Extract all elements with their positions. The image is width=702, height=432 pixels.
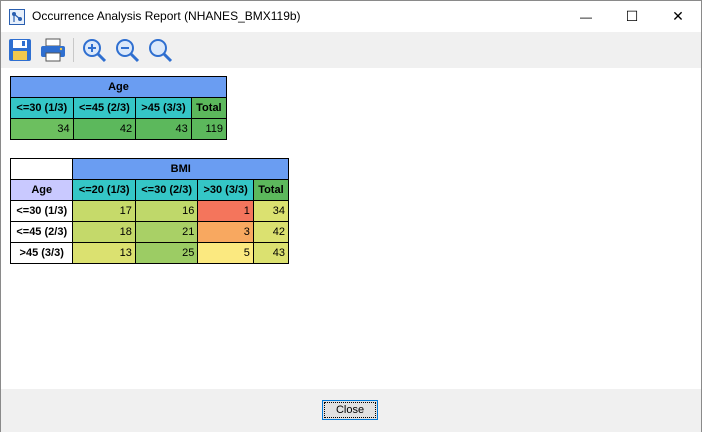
row-label: >45 (3/3) [9, 242, 74, 264]
report-content: Age <=30 (1/3) <=45 (2/3) >45 (3/3) Tota… [1, 68, 701, 389]
bmi-value-cell: 5 [197, 242, 254, 264]
zoom-out-button[interactable] [112, 35, 142, 65]
print-button[interactable] [38, 35, 68, 65]
table-row: <=30 (1/3) 17 16 1 34 [9, 200, 290, 222]
zoom-out-icon [116, 39, 140, 63]
save-button[interactable] [5, 35, 35, 65]
close-button[interactable]: Close [322, 400, 378, 420]
close-icon: ✕ [672, 8, 684, 24]
age-value-cell: 43 [135, 118, 192, 140]
bmi-total-cell: 42 [252, 221, 290, 243]
zoom-reset-icon [149, 39, 173, 63]
bmi-value-cell: 21 [134, 221, 199, 243]
bmi-total-header: Total [252, 179, 290, 201]
row-header-label: Age [9, 179, 74, 201]
age-header-cell: <=30 (1/3) [10, 97, 74, 119]
title-bar: Occurrence Analysis Report (NHANES_BMX11… [1, 1, 701, 32]
age-value-cell: 34 [10, 118, 74, 140]
age-header-cell: >45 (3/3) [135, 97, 192, 119]
bmi-value-cell: 3 [197, 221, 254, 243]
age-total-header: Total [190, 97, 228, 119]
zoom-in-button[interactable] [79, 35, 109, 65]
window-title: Occurrence Analysis Report (NHANES_BMX11… [32, 9, 301, 23]
maximize-icon: ☐ [625, 8, 639, 24]
bmi-header-cell: <=30 (2/3) [134, 179, 199, 201]
age-value-cell: 42 [72, 118, 137, 140]
table-row: <=45 (2/3) 18 21 3 42 [9, 221, 290, 243]
bmi-header-cell: <=20 (1/3) [72, 179, 136, 201]
bmi-value-cell: 13 [72, 242, 136, 264]
bmi-value-cell: 17 [72, 200, 136, 222]
bmi-header-cell: >30 (3/3) [197, 179, 254, 201]
bmi-table-title: BMI [72, 158, 289, 180]
age-header-cell: <=45 (2/3) [72, 97, 137, 119]
row-label: <=45 (2/3) [9, 221, 74, 243]
bmi-value-cell: 1 [197, 200, 254, 222]
age-total-cell: 119 [190, 118, 228, 140]
bmi-table: BMI Age <=20 (1/3) <=30 (2/3) >30 (3/3) … [9, 158, 290, 264]
toolbar [1, 32, 701, 68]
table-row: >45 (3/3) 13 25 5 43 [9, 242, 290, 264]
bmi-value-cell: 18 [72, 221, 136, 243]
age-table-title: Age [10, 76, 227, 98]
age-values-row: 34 42 43 119 [10, 118, 228, 140]
print-icon [41, 38, 65, 62]
maximize-button[interactable]: ☐ [609, 1, 655, 32]
zoom-reset-button[interactable] [145, 35, 175, 65]
footer-bar: Close [1, 389, 701, 432]
bmi-total-cell: 43 [252, 242, 290, 264]
bmi-value-cell: 16 [134, 200, 199, 222]
minimize-icon: — [580, 9, 592, 24]
row-label: <=30 (1/3) [9, 200, 74, 222]
toolbar-separator [73, 38, 74, 62]
zoom-in-icon [83, 39, 107, 63]
age-table: Age <=30 (1/3) <=45 (2/3) >45 (3/3) Tota… [10, 76, 228, 140]
app-icon [9, 9, 25, 25]
close-window-button[interactable]: ✕ [655, 1, 701, 32]
bmi-value-cell: 25 [134, 242, 199, 264]
minimize-button[interactable]: — [563, 1, 609, 32]
save-icon [9, 39, 31, 61]
bmi-total-cell: 34 [252, 200, 290, 222]
